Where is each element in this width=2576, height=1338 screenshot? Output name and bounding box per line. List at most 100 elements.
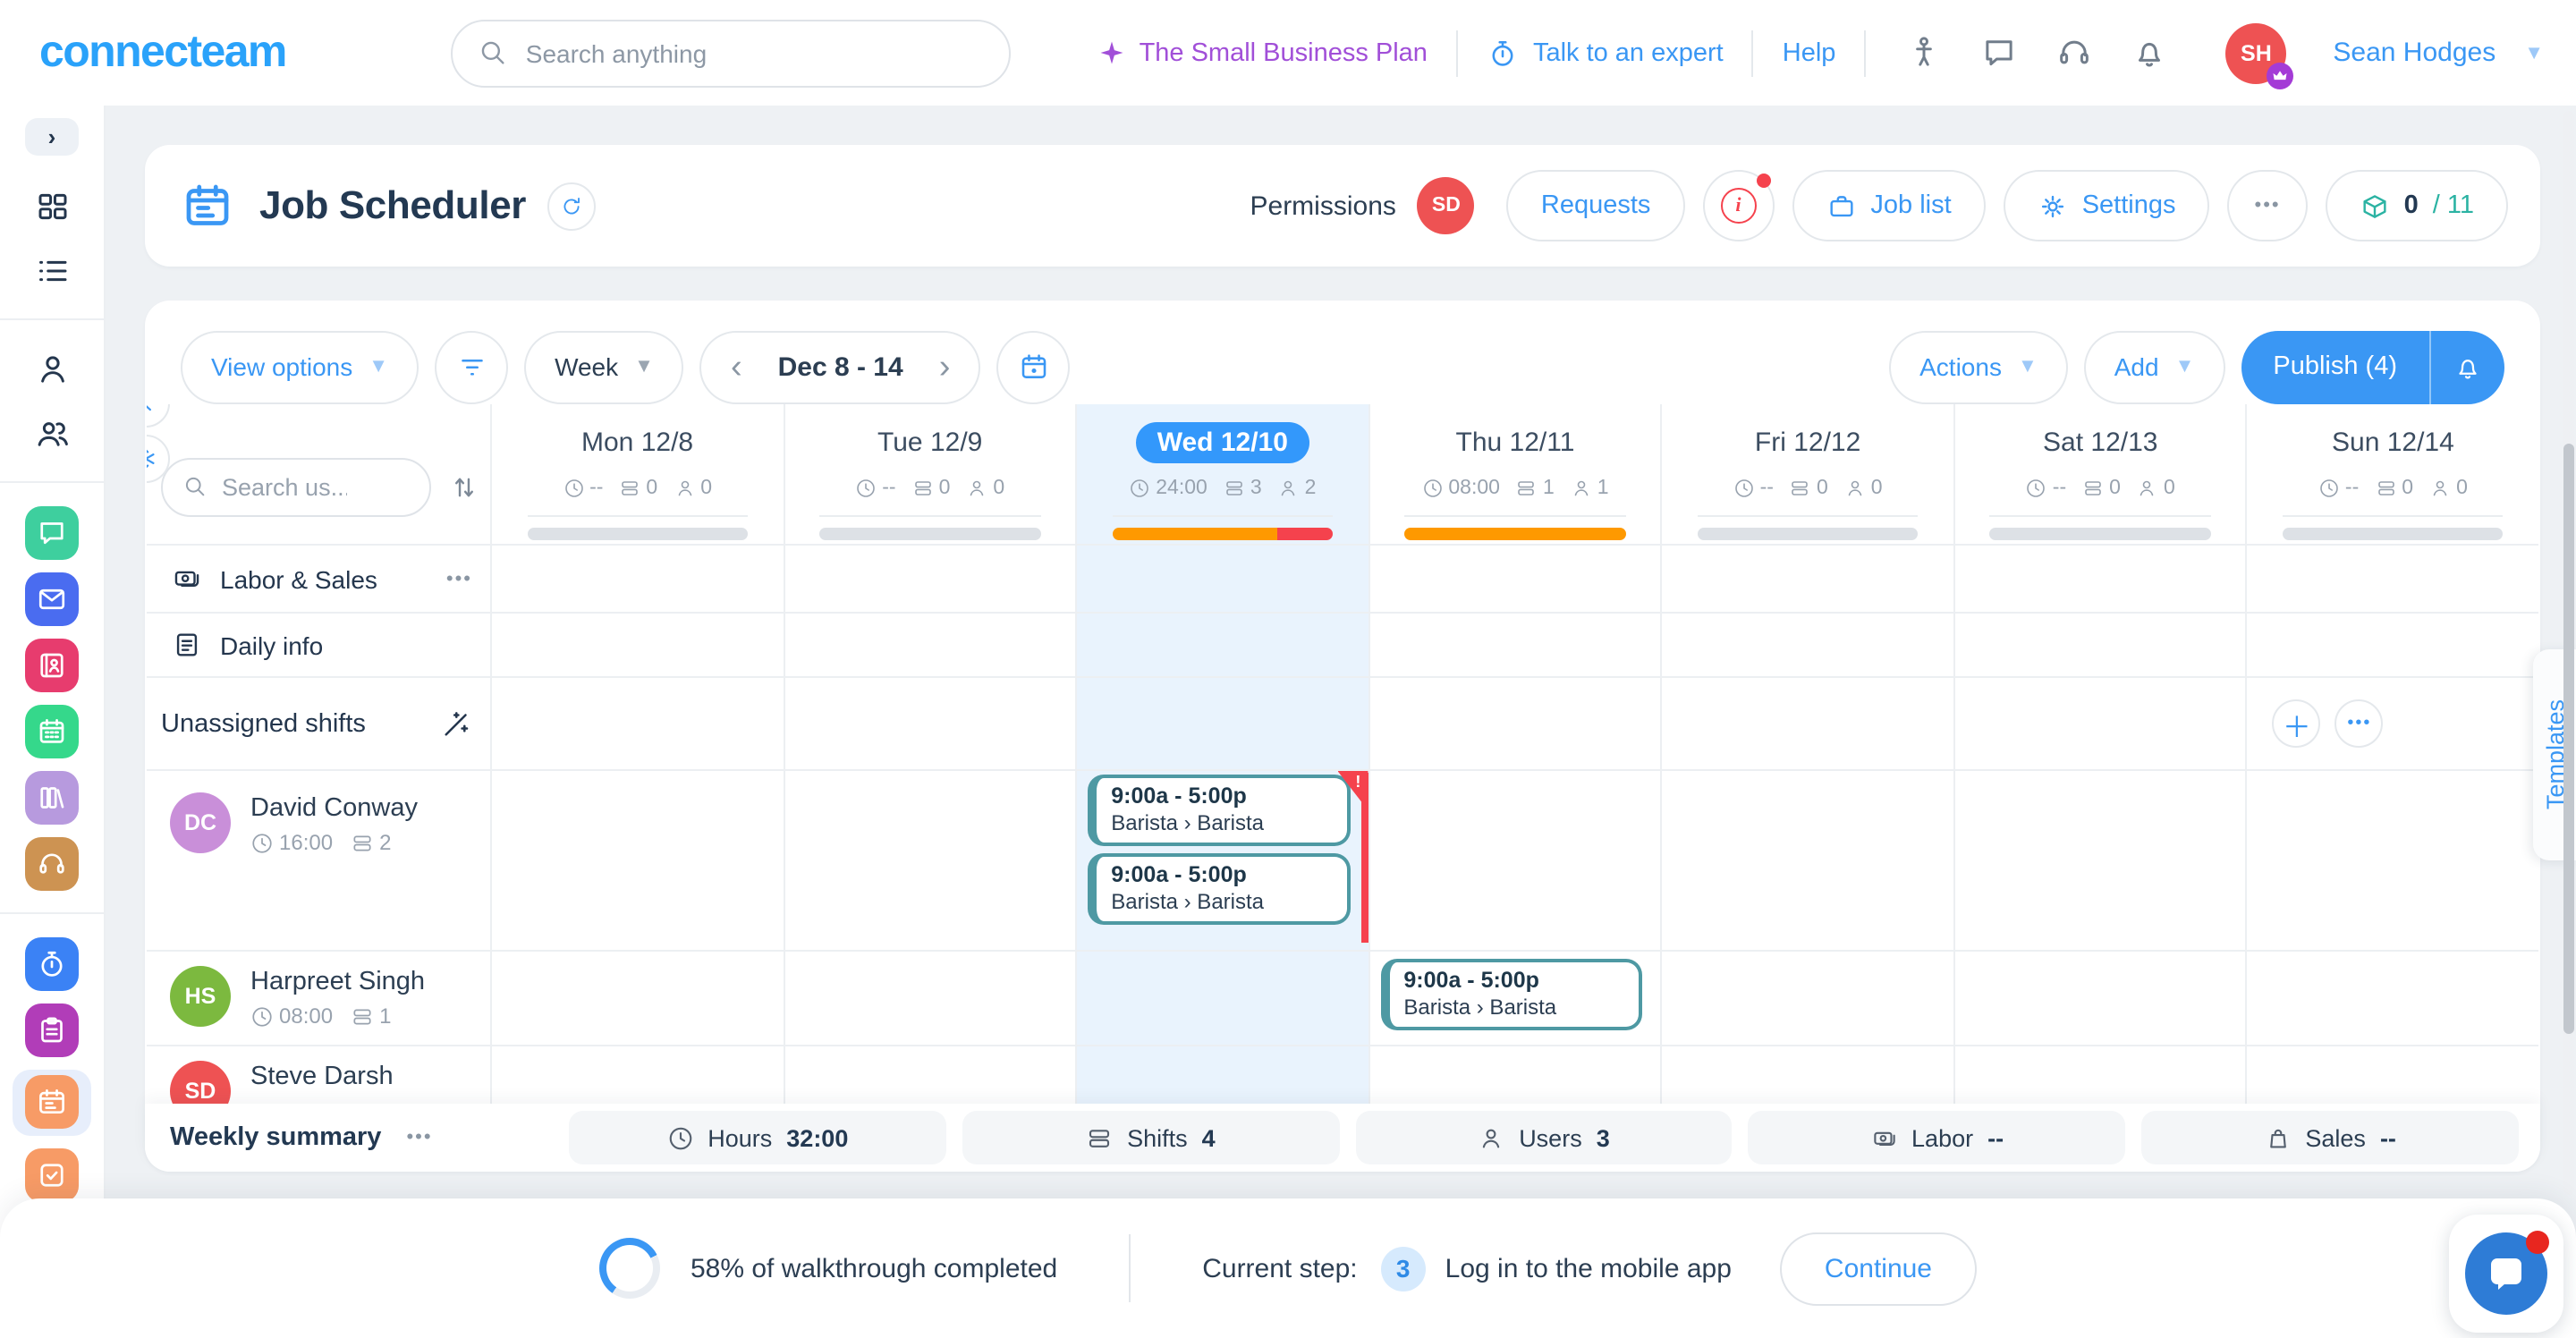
sort-button[interactable]	[449, 471, 479, 502]
continue-button[interactable]: Continue	[1779, 1232, 1977, 1305]
permissions-avatar[interactable]: SD	[1417, 177, 1475, 234]
sidebar-item-events[interactable]	[25, 704, 79, 758]
page-header: Job Scheduler Permissions SD Requests i …	[145, 145, 2540, 267]
date-range-label[interactable]: Dec 8 - 14	[777, 351, 903, 382]
unassigned-shifts-label[interactable]: Unassigned shifts	[147, 678, 490, 769]
user-search[interactable]	[161, 457, 431, 516]
sidebar-expand-button[interactable]: ›	[25, 118, 79, 156]
date-navigator: ‹ Dec 8 - 14 ›	[699, 330, 981, 403]
add-button[interactable]: Add ▼	[2083, 330, 2225, 403]
avatar: HS	[170, 966, 231, 1027]
sidebar-item-dashboard[interactable]	[29, 182, 75, 229]
range-select[interactable]: Week ▼	[524, 330, 684, 403]
daily-info-label[interactable]: Daily info	[147, 614, 490, 676]
user-cell-david[interactable]: DC David Conway 16:00 2	[147, 771, 490, 855]
chat-icon[interactable]	[1980, 34, 2018, 72]
sidebar-item-updates[interactable]	[25, 572, 79, 625]
topbar-icon-group	[1905, 34, 2168, 72]
main-content: Job Scheduler Permissions SD Requests i …	[106, 106, 2576, 1338]
view-options-button[interactable]: View options ▼	[181, 330, 419, 403]
user-name[interactable]: Sean Hodges	[2333, 38, 2496, 68]
divider	[0, 481, 105, 483]
sidebar-item-profile[interactable]	[29, 345, 75, 392]
step-number-badge: 3	[1380, 1246, 1426, 1291]
day-header-fri[interactable]: Fri 12/12 -- 0 0	[1660, 404, 1953, 544]
clipboard-icon	[36, 1013, 68, 1046]
user-cell-steve[interactable]: SD Steve Darsh	[147, 1046, 490, 1104]
sidebar-item-checklists[interactable]	[25, 1003, 79, 1056]
sidebar-item-time-clock[interactable]	[25, 936, 79, 990]
sidebar-item-forms[interactable]	[25, 1147, 79, 1201]
settings-button[interactable]: Settings	[2003, 170, 2210, 241]
help-link[interactable]: Help	[1782, 38, 1836, 67]
shift-card[interactable]: 9:00a - 5:00p Barista › Barista	[1088, 775, 1351, 846]
more-button[interactable]: •••	[2227, 170, 2308, 241]
auto-assign-wand-icon[interactable]	[440, 707, 472, 740]
refresh-button[interactable]	[547, 182, 596, 230]
talk-to-expert-link[interactable]: Talk to an expert	[1487, 37, 1724, 69]
user-column-header	[147, 404, 490, 544]
plan-link[interactable]: The Small Business Plan	[1098, 38, 1428, 67]
day-header-sun[interactable]: Sun 12/14 -- 0 0	[2245, 404, 2538, 544]
previous-week-button[interactable]: ‹	[730, 348, 742, 385]
labor-more-button[interactable]: •••	[445, 568, 472, 589]
sidebar-item-activity[interactable]	[29, 247, 75, 293]
envelope-icon	[36, 582, 68, 614]
global-search[interactable]	[450, 19, 1011, 87]
sidebar-item-chat[interactable]	[25, 505, 79, 559]
summary-more-button[interactable]: •••	[406, 1127, 433, 1148]
grid-icon	[33, 187, 71, 224]
sidebar-item-users[interactable]	[29, 410, 75, 456]
crown-badge	[2267, 62, 2294, 89]
day-header-tue[interactable]: Tue 12/9 -- 0 0	[783, 404, 1075, 544]
day-header-sat[interactable]: Sat 12/13 -- 0 0	[1953, 404, 2246, 544]
user-row-harpreet: HS Harpreet Singh 08:00 1	[147, 950, 2538, 1045]
filter-icon	[455, 351, 487, 383]
publish-button[interactable]: Publish (4)	[2241, 330, 2504, 403]
user-search-input[interactable]	[222, 473, 347, 500]
row-more-button[interactable]: •••	[2334, 699, 2384, 748]
day-header-mon[interactable]: Mon 12/8 -- 0 0	[490, 404, 783, 544]
scheduler-card: View options ▼ Week ▼ ‹ Dec 8 - 14 ›	[145, 301, 2540, 1172]
help-chat-launcher[interactable]	[2449, 1215, 2563, 1333]
walkthrough-bar: 58% of walkthrough completed Current ste…	[0, 1198, 2576, 1338]
page-title: Job Scheduler	[259, 182, 526, 227]
day-header-wed[interactable]: Wed 12/10 24:00 3 2	[1075, 404, 1368, 544]
global-search-input[interactable]	[525, 38, 984, 67]
shift-card[interactable]: 9:00a - 5:00p Barista › Barista	[1380, 959, 1643, 1030]
support-headset-icon[interactable]	[2055, 34, 2093, 72]
connecteam-logo[interactable]: connecteam	[39, 27, 287, 77]
filter-button[interactable]	[435, 330, 509, 403]
info-button[interactable]: i	[1702, 170, 1775, 241]
current-step-label: Current step:	[1202, 1253, 1358, 1283]
publish-notify-button[interactable]	[2429, 330, 2504, 403]
user-cell-harpreet[interactable]: HS Harpreet Singh 08:00 1	[147, 952, 490, 1029]
bag-icon	[2264, 1124, 2291, 1151]
notifications-bell-icon[interactable]	[2131, 34, 2168, 72]
next-week-button[interactable]: ›	[938, 348, 951, 385]
shifts-icon	[351, 831, 374, 854]
onboarding-progress-button[interactable]: 0 / 11	[2325, 170, 2508, 241]
add-shift-button[interactable]: ＋	[2272, 699, 2321, 748]
labor-sales-label[interactable]: Labor & Sales •••	[147, 546, 490, 612]
user-avatar[interactable]: SH	[2225, 22, 2294, 89]
accessibility-icon[interactable]	[1905, 34, 1943, 72]
sidebar-item-knowledge-base[interactable]	[25, 770, 79, 824]
page-scrollbar-thumb[interactable]	[2563, 444, 2574, 1034]
chevron-down-icon[interactable]: ▼	[2524, 42, 2544, 64]
sidebar-item-directory[interactable]	[25, 638, 79, 691]
sidebar-item-job-scheduler[interactable]	[25, 1075, 79, 1129]
user-row-david: DC David Conway 16:00 2	[147, 769, 2538, 950]
clock-icon	[250, 1004, 274, 1028]
job-list-button[interactable]: Job list	[1792, 170, 1986, 241]
user-icon	[33, 350, 71, 387]
grid-header-row: Mon 12/8--00 Tue 12/9--00 Wed 12/1024:00…	[147, 404, 2538, 544]
divider	[1864, 30, 1867, 76]
actions-button[interactable]: Actions ▼	[1889, 330, 2068, 403]
requests-button[interactable]: Requests	[1506, 170, 1685, 241]
sidebar-item-support[interactable]	[25, 836, 79, 890]
permissions-label: Permissions	[1250, 191, 1396, 221]
shift-card[interactable]: 9:00a - 5:00p Barista › Barista	[1088, 853, 1351, 925]
day-header-thu[interactable]: Thu 12/11 08:00 1 1	[1368, 404, 1660, 544]
today-button[interactable]	[996, 330, 1071, 403]
